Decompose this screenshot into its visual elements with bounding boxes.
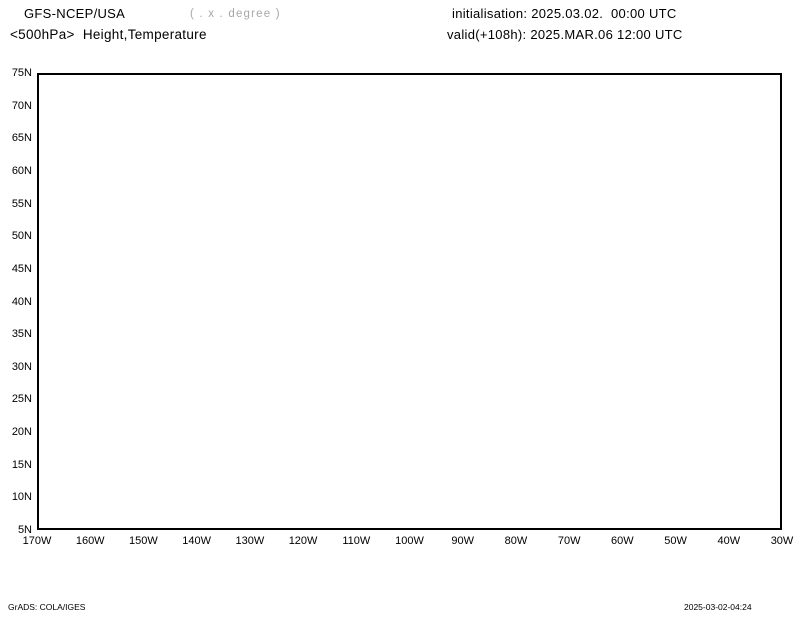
- x-tick-140W: 140W: [182, 535, 212, 547]
- y-tick-15N: 15N: [11, 458, 32, 471]
- x-tick-60W: 60W: [611, 535, 634, 547]
- y-tick-10N: 10N: [11, 491, 32, 504]
- x-tick-90W: 90W: [451, 535, 475, 547]
- map-plot-area[interactable]: 5325365245205165125085405445485525565605…: [37, 73, 782, 530]
- x-tick-40W: 40W: [717, 535, 741, 547]
- y-tick-20N: 20N: [11, 426, 32, 439]
- y-tick-70N: 70N: [11, 99, 32, 112]
- x-tick-50W: 50W: [664, 535, 687, 547]
- y-tick-30N: 30N: [11, 360, 32, 373]
- y-tick-35N: 35N: [11, 328, 32, 341]
- generation-timestamp: 2025-03-02-04:24: [684, 602, 752, 612]
- x-tick-150W: 150W: [129, 535, 158, 547]
- y-tick-75N: 75N: [11, 67, 32, 79]
- x-tick-30W: 30W: [770, 535, 794, 547]
- x-tick-70W: 70W: [557, 535, 581, 547]
- y-tick-25N: 25N: [11, 393, 32, 406]
- y-tick-50N: 50N: [11, 230, 32, 243]
- plot-frame-border: [37, 73, 782, 530]
- producer-credit: GrADS: COLA/IGES: [8, 602, 86, 612]
- x-tick-80W: 80W: [504, 535, 528, 547]
- valid-time: valid(+108h): 2025.MAR.06 12:00 UTC: [447, 27, 683, 42]
- x-tick-160W: 160W: [75, 535, 105, 547]
- units-annotation: ( . x . degree ): [190, 8, 281, 20]
- y-tick-65N: 65N: [11, 132, 32, 145]
- y-tick-5N: 5N: [17, 524, 32, 536]
- x-tick-170W: 170W: [22, 535, 52, 547]
- initialisation-time: initialisation: 2025.03.02. 00:00 UTC: [452, 6, 677, 21]
- y-tick-45N: 45N: [11, 262, 32, 275]
- y-tick-40N: 40N: [11, 295, 32, 308]
- model-title: GFS-NCEP/USA: [24, 6, 126, 21]
- level-field-title: <500hPa> Height,Temperature: [10, 27, 207, 42]
- x-tick-110W: 110W: [342, 535, 371, 547]
- x-tick-100W: 100W: [395, 535, 424, 547]
- x-tick-130W: 130W: [235, 535, 265, 547]
- y-tick-60N: 60N: [11, 164, 32, 177]
- y-tick-55N: 55N: [11, 197, 32, 210]
- x-tick-120W: 120W: [288, 535, 318, 547]
